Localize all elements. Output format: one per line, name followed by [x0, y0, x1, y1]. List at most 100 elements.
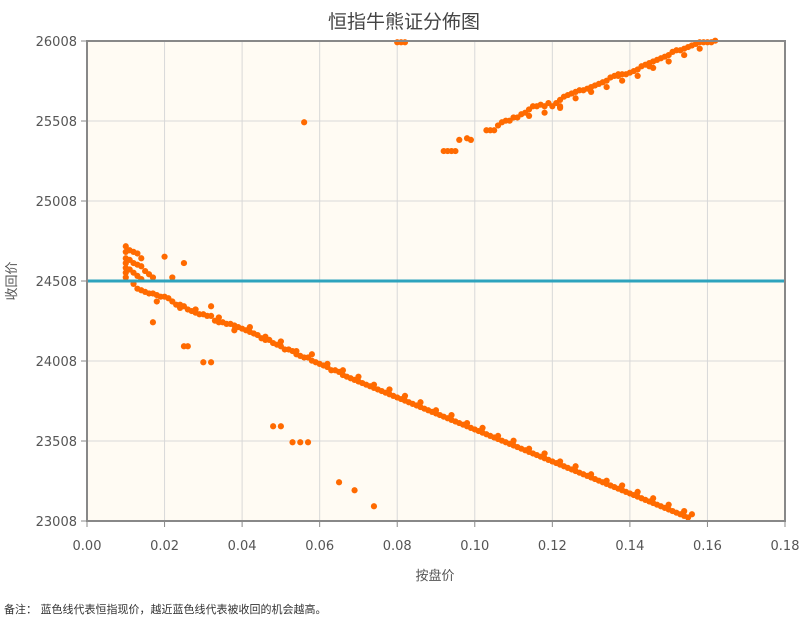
- y-axis-label: 收回价: [5, 261, 20, 300]
- data-point: [665, 501, 672, 508]
- y-tick-label: 24508: [36, 275, 77, 290]
- x-tick-label: 0.16: [693, 539, 722, 554]
- data-point: [138, 255, 145, 262]
- data-point: [665, 58, 672, 65]
- data-point: [370, 381, 378, 388]
- data-point: [200, 359, 207, 366]
- x-tick-label: 0.08: [383, 539, 412, 554]
- data-point: [308, 351, 316, 358]
- data-point: [603, 477, 610, 484]
- data-point: [386, 386, 393, 393]
- data-point: [215, 314, 222, 321]
- data-point: [277, 423, 284, 430]
- data-point: [525, 445, 533, 452]
- data-point: [619, 77, 626, 84]
- data-point: [572, 95, 579, 102]
- data-point: [262, 333, 269, 340]
- data-point: [138, 263, 145, 270]
- data-point: [541, 450, 548, 457]
- chart-title: 恒指牛熊证分佈图: [328, 11, 480, 33]
- data-point: [246, 323, 253, 331]
- x-tick-label: 0.14: [615, 539, 644, 554]
- data-point: [432, 407, 440, 414]
- x-tick-label: 0.18: [771, 539, 800, 554]
- x-tick-label: 0.02: [150, 539, 179, 554]
- data-point: [161, 253, 168, 260]
- data-point: [619, 482, 626, 489]
- data-point: [588, 471, 595, 478]
- data-point: [494, 432, 502, 439]
- data-point: [646, 63, 653, 70]
- data-point: [615, 71, 622, 78]
- x-tick-label: 0.10: [460, 539, 489, 554]
- data-point: [176, 304, 184, 311]
- data-point: [153, 298, 160, 305]
- data-point: [572, 463, 579, 470]
- data-point: [603, 83, 610, 91]
- data-point: [270, 423, 277, 430]
- data-point: [122, 243, 129, 250]
- data-point: [479, 424, 486, 431]
- data-point: [456, 136, 463, 143]
- y-tick-label: 23008: [36, 515, 77, 530]
- y-tick-label: 26008: [36, 35, 77, 50]
- data-point: [650, 495, 657, 502]
- data-point: [541, 109, 548, 116]
- x-tick-label: 0.12: [538, 539, 567, 554]
- data-point: [556, 458, 564, 465]
- data-point: [297, 439, 304, 446]
- data-point: [681, 507, 688, 515]
- data-point: [556, 103, 564, 110]
- x-tick-label: 0.04: [228, 539, 257, 554]
- data-point: [467, 136, 474, 143]
- data-point: [525, 112, 533, 119]
- y-tick-label: 24008: [36, 355, 77, 370]
- data-point: [207, 303, 215, 310]
- data-point: [634, 488, 641, 495]
- data-point: [207, 312, 215, 319]
- data-point: [510, 437, 517, 444]
- data-point: [184, 343, 191, 350]
- data-point: [149, 319, 157, 326]
- data-point: [588, 88, 595, 95]
- x-tick-label: 0.00: [73, 539, 102, 554]
- data-point: [681, 51, 688, 59]
- y-tick-label: 25008: [36, 195, 77, 210]
- data-point: [122, 274, 129, 281]
- data-point: [370, 503, 378, 510]
- data-point: [134, 250, 141, 257]
- data-point: [452, 147, 459, 155]
- data-point: [339, 367, 347, 374]
- data-point: [448, 411, 455, 419]
- x-axis-ticks: 0.00 0.02 0.04 0.06 0.08 0.10 0.12 0.14 0.16 0.18: [73, 521, 800, 554]
- x-tick-label: 0.06: [305, 539, 334, 554]
- data-point: [207, 359, 215, 366]
- y-tick-label: 23508: [36, 435, 77, 450]
- data-point: [696, 45, 703, 52]
- data-point: [688, 511, 696, 518]
- data-point: [293, 347, 300, 355]
- data-point: [324, 360, 331, 367]
- plot-area: 0.00 0.02 0.04 0.06 0.08 0.10 0.12 0.14 0.16 0.18…: [36, 35, 800, 554]
- data-point: [301, 119, 308, 126]
- data-point: [304, 439, 312, 446]
- data-point: [277, 338, 284, 345]
- y-axis-ticks: 23008 23508 24008 24508 25008 25508 26008: [36, 35, 87, 530]
- data-point: [149, 274, 157, 281]
- data-point: [192, 306, 199, 313]
- data-point: [231, 327, 238, 334]
- data-point: [180, 259, 188, 267]
- y-tick-label: 25508: [36, 115, 77, 130]
- scatter-points: [122, 37, 719, 521]
- data-point: [463, 419, 471, 427]
- data-point: [355, 373, 362, 380]
- data-point: [401, 392, 409, 399]
- data-point: [289, 439, 296, 446]
- data-point: [351, 487, 358, 494]
- data-point: [169, 274, 176, 281]
- data-point: [491, 127, 498, 134]
- data-point: [335, 479, 343, 486]
- data-point: [634, 72, 641, 79]
- x-axis-label: 按盘价: [415, 568, 454, 584]
